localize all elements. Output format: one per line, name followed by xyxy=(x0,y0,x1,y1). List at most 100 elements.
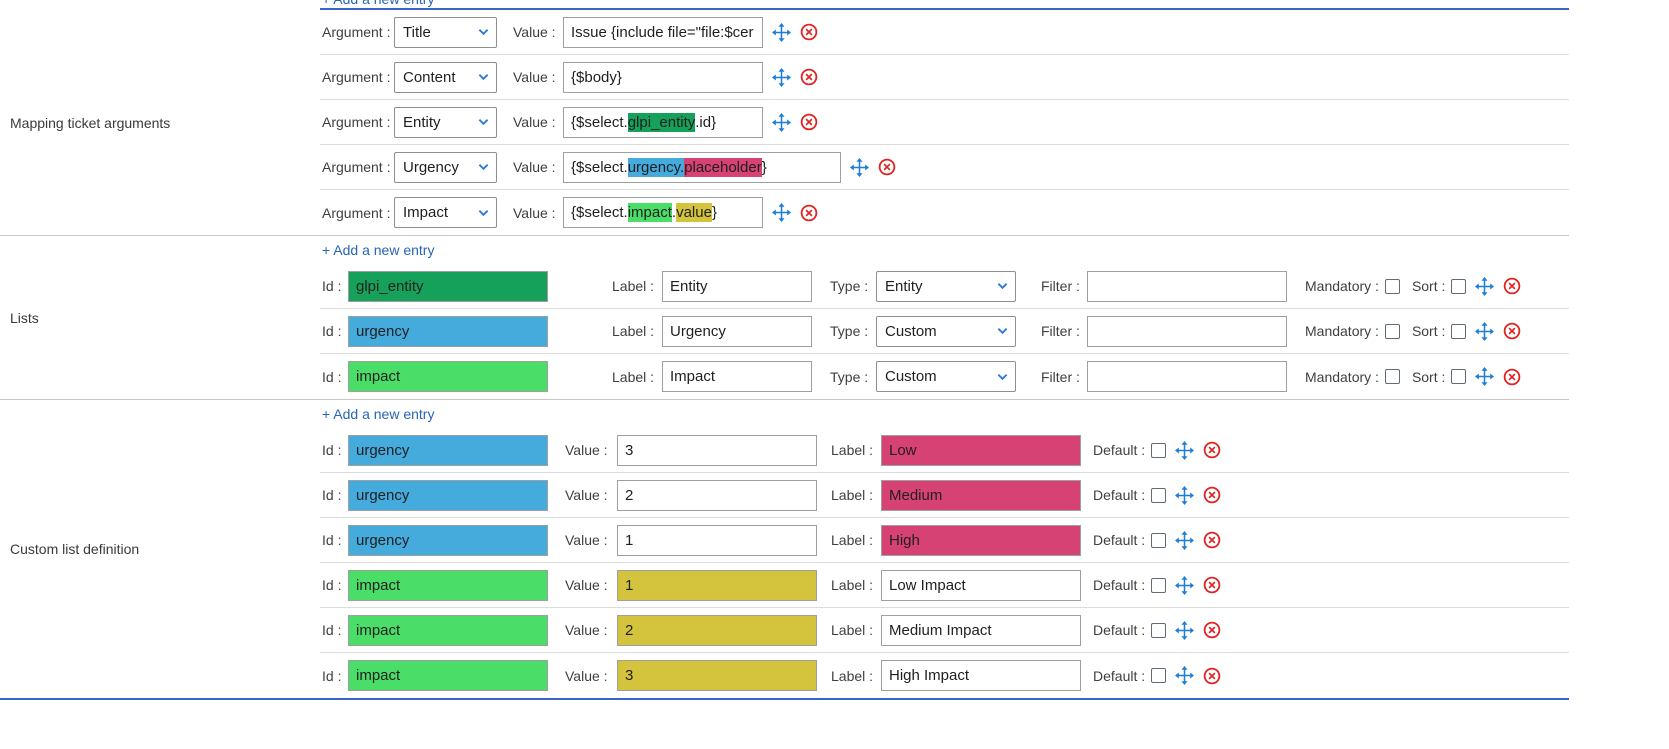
value-input[interactable]: 2 xyxy=(617,479,817,511)
filter-input[interactable] xyxy=(1087,315,1287,347)
highlighted-token: impact xyxy=(627,203,672,222)
default-checkbox[interactable] xyxy=(1151,577,1167,593)
move-icon[interactable] xyxy=(850,157,869,177)
move-icon[interactable] xyxy=(1475,276,1495,296)
id-input[interactable]: impact xyxy=(348,361,548,392)
label-input[interactable]: High xyxy=(881,524,1081,556)
value-input[interactable]: 2 xyxy=(617,614,817,646)
move-icon[interactable] xyxy=(1475,321,1495,341)
move-icon[interactable] xyxy=(1475,367,1495,386)
add-entry-link-custom[interactable]: + Add a new entry xyxy=(322,406,435,422)
id-label: Id : xyxy=(322,487,342,503)
value-input[interactable]: {$select. impact. value} xyxy=(563,197,763,228)
mandatory-checkbox[interactable] xyxy=(1384,369,1400,384)
argument-select[interactable]: Urgency xyxy=(394,151,497,183)
mapping-argument-row: Argument : Urgency Value : {$select. urge… xyxy=(320,145,1569,190)
move-icon[interactable] xyxy=(1175,485,1195,505)
move-icon[interactable] xyxy=(1175,440,1195,460)
label-input[interactable]: Medium xyxy=(881,479,1081,511)
id-input[interactable]: impact xyxy=(348,569,548,601)
delete-icon[interactable] xyxy=(800,113,818,131)
argument-select[interactable]: Entity xyxy=(394,106,497,138)
label-input[interactable]: Medium Impact xyxy=(881,614,1081,646)
move-icon[interactable] xyxy=(1175,666,1195,685)
sort-checkbox[interactable] xyxy=(1451,323,1467,339)
move-icon[interactable] xyxy=(772,203,791,222)
label-input[interactable]: Urgency xyxy=(662,315,812,347)
default-checkbox[interactable] xyxy=(1151,442,1167,458)
label-input[interactable]: Low Impact xyxy=(881,569,1081,601)
type-select[interactable]: Custom xyxy=(876,361,1016,392)
default-checkbox[interactable] xyxy=(1151,532,1167,548)
mandatory-label: Mandatory : xyxy=(1305,278,1379,294)
section-title-mapping: Mapping ticket arguments xyxy=(10,114,171,131)
id-input[interactable]: impact xyxy=(348,614,548,646)
id-input[interactable]: urgency xyxy=(348,315,548,347)
label-input[interactable]: High Impact xyxy=(881,660,1081,691)
value-input[interactable]: {$body} xyxy=(563,61,763,93)
value-input[interactable]: 3 xyxy=(617,434,817,466)
default-checkbox[interactable] xyxy=(1151,622,1167,638)
argument-select[interactable]: Title xyxy=(394,16,497,48)
plain-token: Issue {include file="file:$cer xyxy=(571,23,754,41)
delete-icon[interactable] xyxy=(1203,486,1221,504)
value-label: Value : xyxy=(513,204,556,221)
mandatory-checkbox[interactable] xyxy=(1384,278,1400,294)
value-input[interactable]: {$select. glpi_entity .id} xyxy=(563,106,763,138)
delete-icon[interactable] xyxy=(1203,441,1221,459)
plain-token: {$select. xyxy=(571,113,628,131)
add-entry-link-mapping[interactable]: + Add a new entry xyxy=(322,0,434,8)
move-icon[interactable] xyxy=(772,22,791,42)
default-checkbox[interactable] xyxy=(1151,487,1167,503)
label-input[interactable]: Entity xyxy=(662,270,812,302)
delete-icon[interactable] xyxy=(1203,667,1221,685)
default-checkbox[interactable] xyxy=(1151,668,1167,683)
delete-icon[interactable] xyxy=(1503,277,1521,295)
argument-select-value: Content xyxy=(403,68,456,86)
default-label: Default : xyxy=(1093,577,1146,593)
id-input[interactable]: impact xyxy=(348,660,548,691)
delete-icon[interactable] xyxy=(1503,322,1521,340)
add-entry-link-lists[interactable]: + Add a new entry xyxy=(322,242,435,258)
delete-icon[interactable] xyxy=(800,23,818,41)
move-icon[interactable] xyxy=(772,112,791,132)
sort-checkbox[interactable] xyxy=(1451,369,1467,384)
delete-icon[interactable] xyxy=(1203,531,1221,549)
type-label: Type : xyxy=(830,323,869,339)
filter-input[interactable] xyxy=(1087,270,1287,302)
value-input[interactable]: Issue {include file="file:$cer xyxy=(563,16,763,48)
value-input[interactable]: 1 xyxy=(617,524,817,556)
value-input[interactable]: 1 xyxy=(617,569,817,601)
delete-icon[interactable] xyxy=(1503,368,1521,386)
filter-input[interactable] xyxy=(1087,361,1287,392)
delete-icon[interactable] xyxy=(878,158,896,176)
label-input[interactable]: Impact xyxy=(662,361,812,392)
move-icon[interactable] xyxy=(1175,530,1195,550)
argument-select[interactable]: Impact xyxy=(394,197,497,228)
type-select[interactable]: Custom xyxy=(876,315,1016,347)
id-input[interactable]: glpi_entity xyxy=(348,270,548,302)
label-input[interactable]: Low xyxy=(881,434,1081,466)
default-label: Default : xyxy=(1093,442,1146,458)
id-label: Id : xyxy=(322,622,342,638)
value-input[interactable]: 3 xyxy=(617,660,817,691)
delete-icon[interactable] xyxy=(800,68,818,86)
move-icon[interactable] xyxy=(1175,620,1195,640)
sort-checkbox[interactable] xyxy=(1451,278,1467,294)
id-input[interactable]: urgency xyxy=(348,524,548,556)
mandatory-checkbox[interactable] xyxy=(1384,323,1400,339)
delete-icon[interactable] xyxy=(1203,576,1221,594)
id-input[interactable]: urgency xyxy=(348,479,548,511)
id-input[interactable]: urgency xyxy=(348,434,548,466)
delete-icon[interactable] xyxy=(800,204,818,222)
argument-select-value: Title xyxy=(403,23,431,41)
delete-icon[interactable] xyxy=(1203,621,1221,639)
move-icon[interactable] xyxy=(772,67,791,87)
section-title-custom: Custom list definition xyxy=(10,541,140,557)
type-select[interactable]: Entity xyxy=(876,270,1016,302)
value-input[interactable]: {$select. urgency. placeholder} xyxy=(563,151,841,183)
move-icon[interactable] xyxy=(1175,575,1195,595)
argument-select-value: Entity xyxy=(403,113,441,131)
argument-select[interactable]: Content xyxy=(394,61,497,93)
value-label: Value : xyxy=(565,532,608,548)
